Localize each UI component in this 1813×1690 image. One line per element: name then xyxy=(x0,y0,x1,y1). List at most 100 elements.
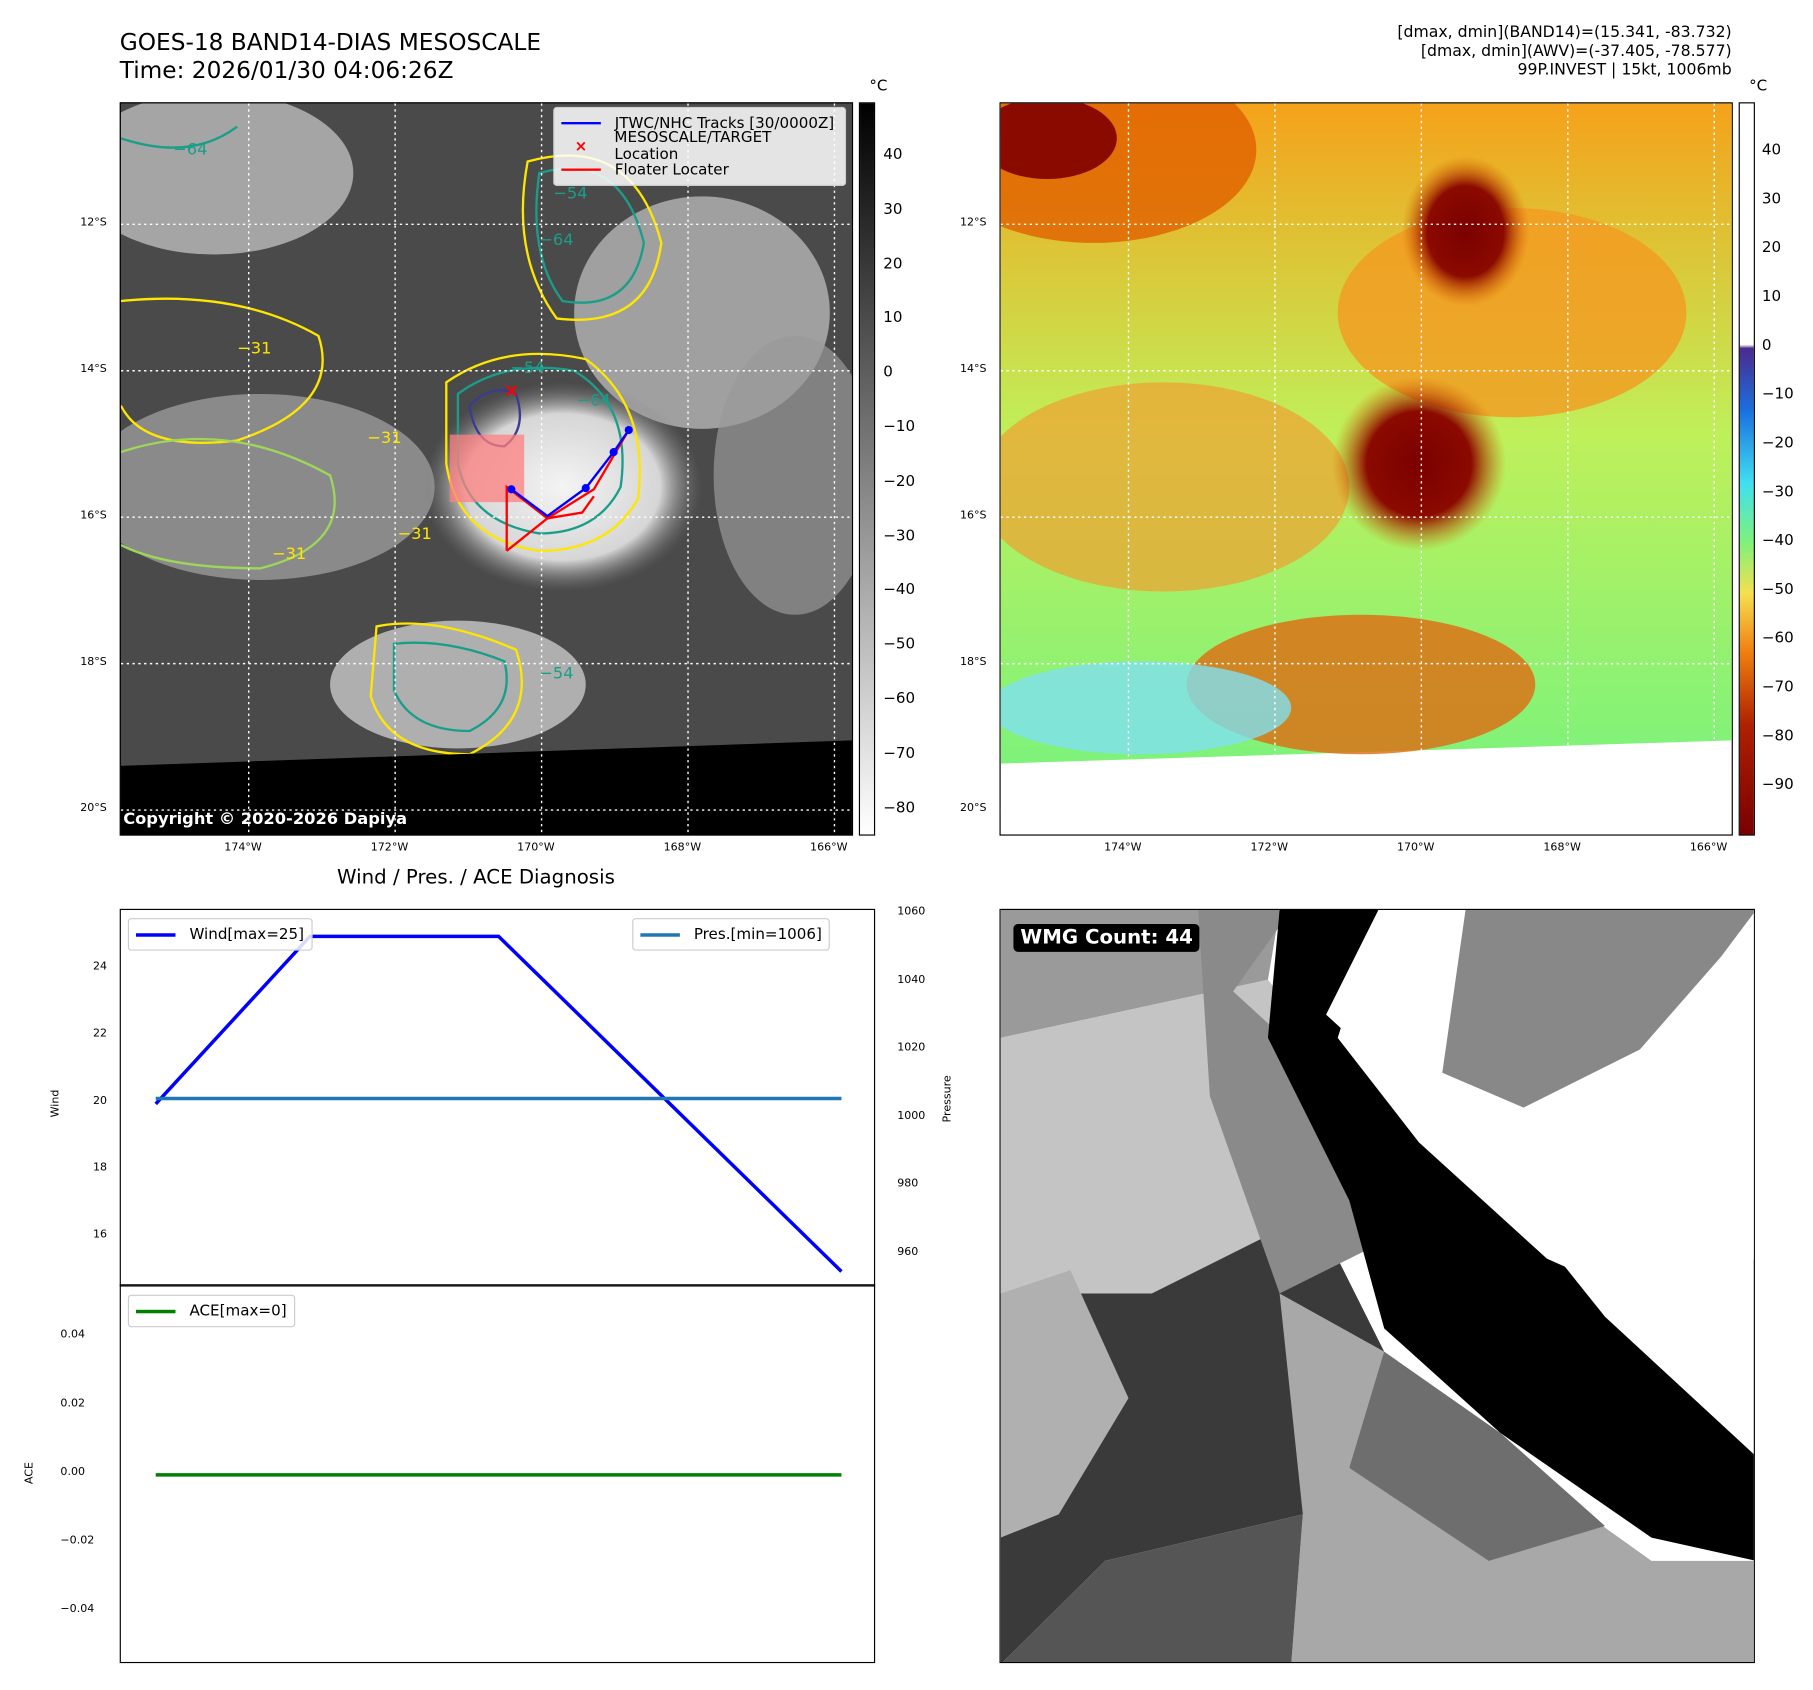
lon-tick-label: 168°W xyxy=(1543,841,1581,855)
legend-item-target: × MESOSCALE/TARGET Location xyxy=(561,129,838,164)
colorbar-ir-tick: −20 xyxy=(883,472,916,491)
lon-tick-label: 172°W xyxy=(370,841,409,855)
x-marker-icon: × xyxy=(574,137,588,156)
contour-label: −54 xyxy=(553,184,587,203)
chart-title: Wind / Pres. / ACE Diagnosis xyxy=(337,865,615,890)
colorbar-awv-tick: −90 xyxy=(1761,776,1794,794)
colorbar-awv-tick: −80 xyxy=(1761,727,1794,745)
lon-tick-label: 168°W xyxy=(663,841,702,855)
pressure-tick-label: 980 xyxy=(897,1177,919,1191)
colorbar-awv-tick: 40 xyxy=(1761,141,1782,160)
ace-tick-label: −0.02 xyxy=(60,1534,95,1547)
wind-tick-label: 16 xyxy=(92,1228,108,1242)
lon-tick-label: 174°W xyxy=(1104,841,1142,855)
legend-label: MESOSCALE/TARGET Location xyxy=(614,129,772,164)
figure-title: GOES-18 BAND14-DIAS MESOSCALE xyxy=(119,27,542,56)
colorbar-ir-tick: −40 xyxy=(883,581,916,599)
lat-tick-label: 18°S xyxy=(80,655,107,669)
info-awv: [dmax, dmin](AWV)=(-37.405, -78.577) xyxy=(1420,41,1732,61)
legend-label: JTWC/NHC Tracks [30/0000Z] xyxy=(614,114,835,132)
pressure-axis-label: Pressure xyxy=(941,1075,954,1123)
contour-label: −54 xyxy=(510,358,544,377)
lon-tick-label: 170°W xyxy=(517,841,555,855)
pressure-tick-label: 1000 xyxy=(897,1109,926,1123)
ir-map: × −64 −54 −64 −31 −54 −64 −31 −31 −31 −5… xyxy=(119,102,854,836)
colorbar-ir-tick: 10 xyxy=(883,309,903,328)
contour-label: −64 xyxy=(173,140,207,159)
target-marker: × xyxy=(504,380,520,401)
legend-item-floater: Floater Locater xyxy=(561,158,838,181)
wind-pressure-axes xyxy=(119,908,876,1287)
colorbar-awv-tick: −60 xyxy=(1761,629,1794,648)
lat-tick-label: 20°S xyxy=(80,801,107,815)
wmg-panel xyxy=(999,908,1755,1664)
track-line-icon xyxy=(561,122,601,125)
lat-tick-label: 18°S xyxy=(959,655,987,669)
colorbar-ir-tick: −80 xyxy=(883,799,916,817)
legend-label: Floater Locater xyxy=(614,160,729,179)
lat-tick-label: 14°S xyxy=(80,362,107,376)
ace-tick-label: −0.04 xyxy=(60,1602,95,1616)
colorbar-awv-tick: 30 xyxy=(1761,190,1782,209)
colorbar-awv-tick: −40 xyxy=(1761,532,1794,550)
legend-label: ACE[max=0] xyxy=(189,1302,287,1320)
colorbar-ir-tick: 0 xyxy=(883,363,893,382)
lon-tick-label: 170°W xyxy=(1396,841,1435,855)
pressure-tick-label: 1020 xyxy=(897,1041,926,1055)
colorbar-awv-unit: °C xyxy=(1749,77,1768,96)
colorbar-ir-tick: −10 xyxy=(883,418,916,436)
wind-line xyxy=(154,934,843,1273)
awv-map-canvas xyxy=(1000,103,1732,835)
colorbar-ir-tick: 20 xyxy=(883,255,903,273)
ace-tick-label: 0.02 xyxy=(60,1396,86,1410)
floater-line-icon xyxy=(561,168,601,171)
colorbar-awv-tick: −70 xyxy=(1761,678,1794,697)
colorbar-ir-tick: 30 xyxy=(883,200,903,219)
ir-map-canvas: × −64 −54 −64 −31 −54 −64 −31 −31 −31 −5… xyxy=(120,103,852,835)
ace-legend: ACE[max=0] xyxy=(127,1294,295,1328)
lon-tick-label: 166°W xyxy=(810,841,848,855)
ace-axis-label: ACE xyxy=(23,1462,37,1485)
colorbar-awv-tick: −10 xyxy=(1761,385,1794,404)
ace-tick-label: 0.04 xyxy=(60,1328,86,1342)
wind-axis-label: Wind xyxy=(49,1089,63,1118)
colorbar-ir xyxy=(858,102,876,836)
info-band14: [dmax, dmin](BAND14)=(15.341, -83.732) xyxy=(1397,23,1732,42)
wind-tick-label: 24 xyxy=(92,960,108,974)
lon-tick-label: 172°W xyxy=(1250,841,1289,855)
lat-tick-label: 12°S xyxy=(959,216,987,229)
colorbar-awv-tick: 20 xyxy=(1761,239,1782,257)
legend-label: Pres.[min=1006] xyxy=(693,925,822,944)
pressure-legend: Pres.[min=1006] xyxy=(632,918,831,951)
wind-tick-label: 22 xyxy=(92,1027,108,1041)
lat-tick-label: 14°S xyxy=(959,362,987,376)
map-legend: JTWC/NHC Tracks [30/0000Z] × MESOSCALE/TA… xyxy=(553,106,847,186)
contour-label: −64 xyxy=(576,391,610,410)
colorbar-awv-tick: −20 xyxy=(1761,434,1794,453)
pressure-tick-label: 960 xyxy=(897,1245,919,1259)
info-storm: 99P.INVEST | 15kt, 1006mb xyxy=(1517,60,1732,80)
wind-tick-label: 18 xyxy=(92,1161,108,1175)
awv-map xyxy=(999,102,1733,836)
lat-tick-label: 20°S xyxy=(959,801,987,815)
ace-line-icon xyxy=(135,1309,176,1313)
contour-label: −31 xyxy=(272,544,306,563)
lat-tick-label: 12°S xyxy=(80,216,107,229)
wmg-count-badge: WMG Count: 44 xyxy=(1013,923,1200,952)
ace-plot xyxy=(155,1473,842,1477)
contour-label: −64 xyxy=(539,230,573,249)
colorbar-awv xyxy=(1738,102,1755,836)
colorbar-awv-tick: 10 xyxy=(1761,288,1782,306)
legend-item-track: JTWC/NHC Tracks [30/0000Z] xyxy=(561,112,838,135)
wind-legend: Wind[max=25] xyxy=(127,918,313,951)
colorbar-ir-unit: °C xyxy=(869,77,888,96)
lon-tick-label: 174°W xyxy=(224,841,262,855)
colorbar-awv-tick: −30 xyxy=(1761,483,1794,501)
colorbar-ir-tick: −70 xyxy=(883,744,916,763)
ace-axes xyxy=(119,1284,876,1664)
pressure-tick-label: 1060 xyxy=(897,905,926,919)
lon-tick-label: 166°W xyxy=(1689,841,1728,855)
colorbar-ir-tick: 40 xyxy=(883,146,903,164)
colorbar-ir-tick: −50 xyxy=(883,635,916,654)
cloud xyxy=(120,103,354,255)
